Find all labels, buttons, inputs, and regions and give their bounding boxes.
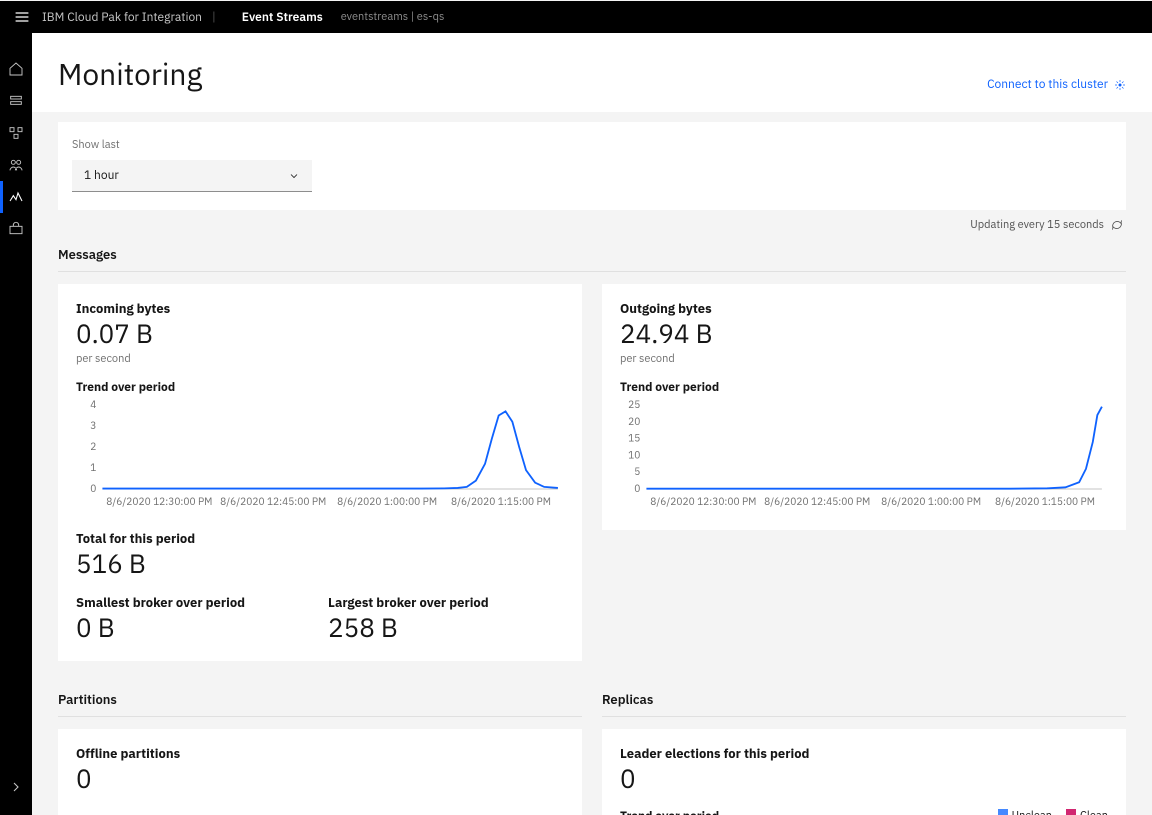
brand-label: IBM Cloud Pak for Integration xyxy=(42,10,202,25)
incoming-card: Incoming bytes 0.07 B per second Trend o… xyxy=(58,284,582,661)
filter-card: Show last 1 hour xyxy=(58,122,1126,210)
nav-monitoring[interactable] xyxy=(0,181,32,213)
time-range-value: 1 hour xyxy=(84,168,119,183)
svg-text:8/6/2020 12:45:00 PM: 8/6/2020 12:45:00 PM xyxy=(220,495,326,508)
update-text: Updating every 15 seconds xyxy=(970,218,1104,232)
filter-label: Show last xyxy=(72,138,1112,152)
content-area: Monitoring Connect to this cluster Show … xyxy=(32,33,1152,815)
incoming-smallest-title: Smallest broker over period xyxy=(76,594,312,611)
svg-text:25: 25 xyxy=(628,399,640,411)
refresh-icon[interactable] xyxy=(1110,218,1124,232)
outgoing-card: Outgoing bytes 24.94 B per second Trend … xyxy=(602,284,1126,530)
nav-expand[interactable] xyxy=(0,771,32,803)
svg-text:3: 3 xyxy=(90,419,96,432)
offline-partitions-title: Offline partitions xyxy=(76,745,564,762)
incoming-largest-value: 258 B xyxy=(328,613,564,644)
incoming-total-value: 516 B xyxy=(76,549,564,580)
nav-topics[interactable] xyxy=(0,85,32,117)
incoming-smallest-value: 0 B xyxy=(76,613,312,644)
legend-unclean: Unclean xyxy=(998,809,1052,815)
svg-text:2: 2 xyxy=(90,440,96,453)
replicas-trend-title: Trend over period xyxy=(620,809,719,815)
svg-text:8/6/2020 12:30:00 PM: 8/6/2020 12:30:00 PM xyxy=(106,495,212,508)
outgoing-sub: per second xyxy=(620,352,1108,366)
outgoing-chart: 0 5 10 15 20 25 8/6/2020 12:30:00 PM 8/6/2020 1… xyxy=(620,399,1108,509)
svg-text:5: 5 xyxy=(634,465,640,478)
replicas-legend: Unclean Clean xyxy=(998,809,1108,815)
update-status: Updating every 15 seconds xyxy=(58,210,1126,240)
top-bar: IBM Cloud Pak for Integration | Event St… xyxy=(0,1,1152,33)
context-label: eventstreams | es-qs xyxy=(341,10,445,24)
connect-cluster-label: Connect to this cluster xyxy=(987,77,1108,92)
incoming-largest-title: Largest broker over period xyxy=(328,594,564,611)
side-nav xyxy=(0,33,32,815)
time-range-select[interactable]: 1 hour xyxy=(72,160,312,192)
nav-home[interactable] xyxy=(0,53,32,85)
nav-consumer-groups[interactable] xyxy=(0,149,32,181)
outgoing-value: 24.94 B xyxy=(620,319,1108,350)
outgoing-title: Outgoing bytes xyxy=(620,300,1108,317)
leader-elections-title: Leader elections for this period xyxy=(620,745,1108,762)
incoming-trend-title: Trend over period xyxy=(76,380,564,395)
offline-partitions-value: 0 xyxy=(76,764,564,795)
svg-text:20: 20 xyxy=(628,415,640,428)
incoming-total-title: Total for this period xyxy=(76,530,564,547)
svg-text:8/6/2020 12:45:00 PM: 8/6/2020 12:45:00 PM xyxy=(764,495,870,508)
svg-text:4: 4 xyxy=(90,399,96,411)
svg-text:8/6/2020 1:00:00 PM: 8/6/2020 1:00:00 PM xyxy=(881,495,981,508)
svg-text:0: 0 xyxy=(634,482,640,495)
svg-text:8/6/2020 1:15:00 PM: 8/6/2020 1:15:00 PM xyxy=(995,495,1095,508)
incoming-sub: per second xyxy=(76,352,564,366)
partitions-card: Offline partitions 0 xyxy=(58,729,582,815)
svg-text:1: 1 xyxy=(90,461,96,474)
svg-text:0: 0 xyxy=(90,482,96,495)
section-replicas-title: Replicas xyxy=(602,685,1126,717)
incoming-chart: 0 1 2 3 4 8/6/2020 12:30:00 PM 8/6/2020 12:45:… xyxy=(76,399,564,509)
svg-text:8/6/2020 1:15:00 PM: 8/6/2020 1:15:00 PM xyxy=(451,495,551,508)
menu-icon[interactable] xyxy=(12,7,32,27)
chevron-down-icon xyxy=(288,170,300,182)
incoming-title: Incoming bytes xyxy=(76,300,564,317)
connect-cluster-link[interactable]: Connect to this cluster xyxy=(987,77,1126,92)
leader-elections-value: 0 xyxy=(620,764,1108,795)
nav-toolbox[interactable] xyxy=(0,213,32,245)
svg-text:8/6/2020 12:30:00 PM: 8/6/2020 12:30:00 PM xyxy=(650,495,756,508)
page-header: Monitoring Connect to this cluster xyxy=(32,33,1152,112)
svg-text:8/6/2020 1:00:00 PM: 8/6/2020 1:00:00 PM xyxy=(337,495,437,508)
separator: | xyxy=(212,10,216,25)
outgoing-trend-title: Trend over period xyxy=(620,380,1108,395)
section-messages-title: Messages xyxy=(58,240,1126,272)
svg-text:15: 15 xyxy=(628,432,640,445)
section-partitions-title: Partitions xyxy=(58,685,582,717)
svg-text:10: 10 xyxy=(628,449,640,462)
page-title: Monitoring xyxy=(58,55,202,94)
replicas-card: Leader elections for this period 0 Trend… xyxy=(602,729,1126,815)
nav-schema[interactable] xyxy=(0,117,32,149)
product-label: Event Streams xyxy=(242,10,323,25)
incoming-value: 0.07 B xyxy=(76,319,564,350)
legend-clean: Clean xyxy=(1066,809,1108,815)
